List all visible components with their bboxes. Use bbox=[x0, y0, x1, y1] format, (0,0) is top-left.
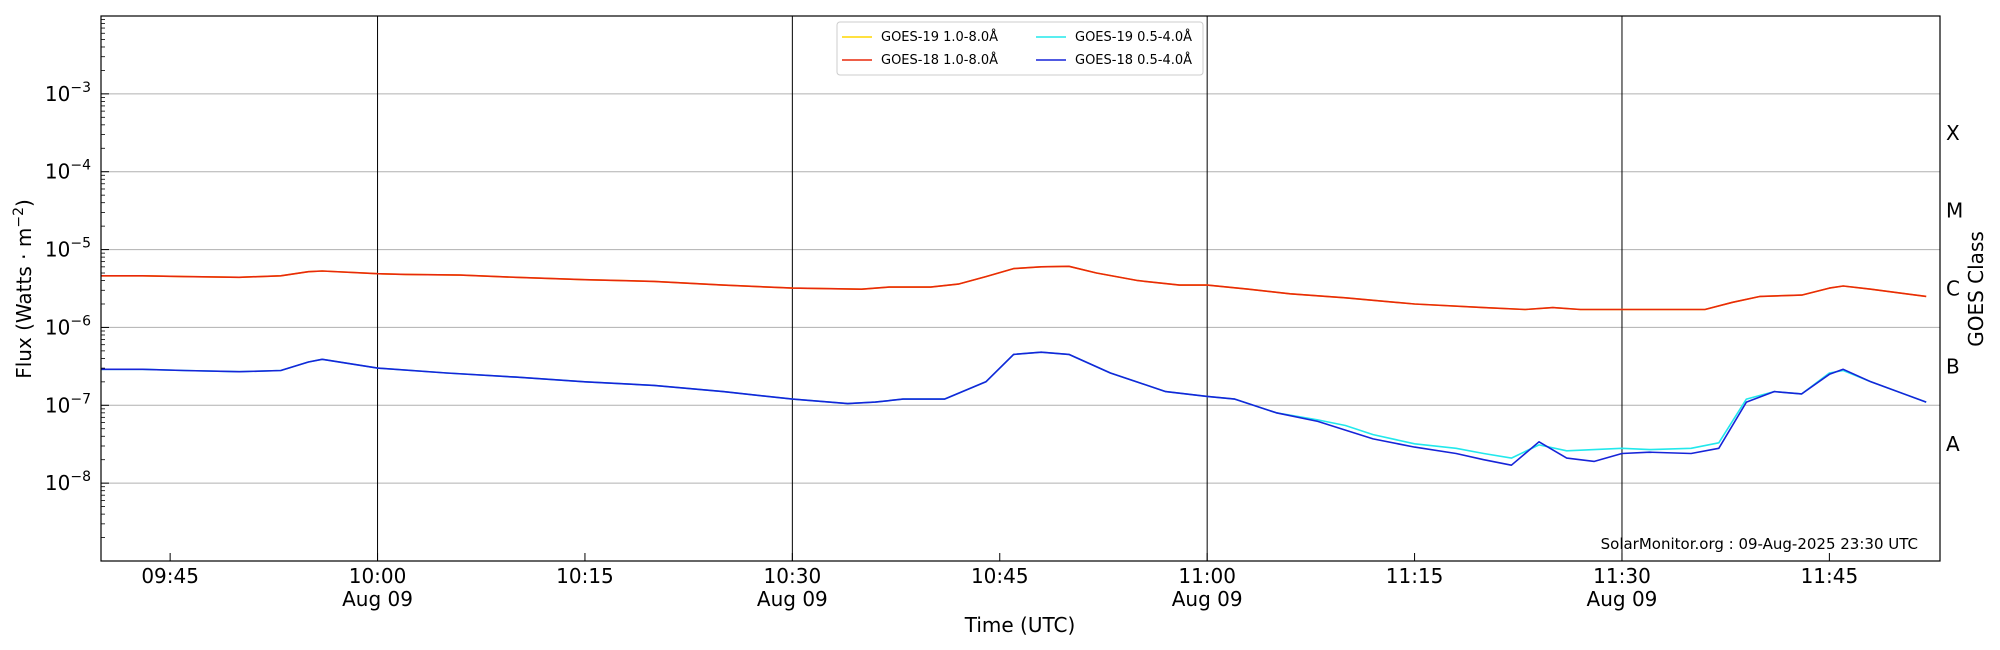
x-tick-label: 10:15 bbox=[556, 564, 614, 588]
y-tick-label-base: 10 bbox=[45, 471, 70, 495]
series-goes18-long bbox=[101, 265, 1927, 311]
y-axis-title-exponent: −2 bbox=[11, 207, 27, 228]
y-tick-label: 10−5 bbox=[45, 236, 91, 262]
y-tick-label-base: 10 bbox=[45, 238, 70, 262]
y2-axis-title: GOES Class bbox=[1964, 231, 1988, 347]
y-tick-label-exponent: −6 bbox=[70, 313, 91, 329]
x-tick-label: 10:00 bbox=[349, 564, 407, 588]
goes-class-label: M bbox=[1946, 199, 1963, 223]
tick-layer bbox=[101, 19, 1830, 561]
y-tick-label-exponent: −3 bbox=[70, 80, 91, 96]
y-tick-label-base: 10 bbox=[45, 160, 70, 184]
goes-class-label: B bbox=[1946, 354, 1960, 378]
legend-box bbox=[836, 21, 1204, 76]
y-tick-label: 10−3 bbox=[45, 80, 91, 106]
plot-frame bbox=[100, 15, 1941, 562]
legend-label-goes18-long: GOES-18 1.0-8.0Å bbox=[881, 52, 998, 68]
y-tick-label: 10−8 bbox=[45, 469, 91, 495]
x-tick-label: 10:45 bbox=[971, 564, 1029, 588]
legend-label-goes19-long: GOES-19 1.0-8.0Å bbox=[881, 29, 998, 45]
y-axis-title-suffix: ) bbox=[12, 199, 36, 207]
x-tick-date-label: Aug 09 bbox=[757, 587, 828, 611]
y-tick-label-exponent: −8 bbox=[70, 469, 91, 485]
y-tick-label: 10−6 bbox=[45, 313, 91, 339]
x-tick-label: 11:00 bbox=[1178, 564, 1236, 588]
vertical-lines-layer bbox=[377, 16, 1623, 561]
x-tick-label: 09:45 bbox=[141, 564, 199, 588]
x-tick-label: 11:15 bbox=[1386, 564, 1444, 588]
grid-layer bbox=[101, 93, 1940, 484]
y-tick-label: 10−7 bbox=[45, 391, 91, 417]
x-tick-label: 11:45 bbox=[1801, 564, 1859, 588]
goes-class-label: C bbox=[1946, 277, 1960, 301]
legend-label-goes19-short: GOES-19 0.5-4.0Å bbox=[1075, 29, 1192, 45]
goes-class-label: X bbox=[1946, 121, 1960, 145]
y-tick-label-base: 10 bbox=[45, 315, 70, 339]
series-goes18-short bbox=[101, 351, 1927, 467]
y-tick-label-exponent: −5 bbox=[70, 236, 91, 252]
legend-label-goes18-short: GOES-18 0.5-4.0Å bbox=[1075, 52, 1192, 68]
goes-class-label: A bbox=[1946, 432, 1960, 456]
x-axis-title: Time (UTC) bbox=[964, 613, 1076, 637]
y-tick-label-base: 10 bbox=[45, 82, 70, 106]
y-tick-label-base: 10 bbox=[45, 393, 70, 417]
y-tick-label-exponent: −7 bbox=[70, 391, 91, 407]
x-tick-date-label: Aug 09 bbox=[1172, 587, 1243, 611]
x-tick-label: 11:30 bbox=[1593, 564, 1651, 588]
x-tick-date-label: Aug 09 bbox=[1587, 587, 1658, 611]
legend: GOES-19 1.0-8.0Å GOES-18 1.0-8.0Å GOES-1… bbox=[836, 21, 1204, 76]
y-axis-title-main: Flux (Watts · m bbox=[12, 228, 36, 379]
y-tick-label-exponent: −4 bbox=[70, 158, 91, 174]
x-tick-date-label: Aug 09 bbox=[342, 587, 413, 611]
series-layer bbox=[101, 265, 1927, 467]
credit-text: SolarMonitor.org : 09-Aug-2025 23:30 UTC bbox=[1601, 535, 1918, 553]
y-tick-label: 10−4 bbox=[45, 158, 91, 184]
y-axis-title: Flux (Watts · m−2) bbox=[11, 199, 36, 379]
x-tick-label: 10:30 bbox=[764, 564, 822, 588]
